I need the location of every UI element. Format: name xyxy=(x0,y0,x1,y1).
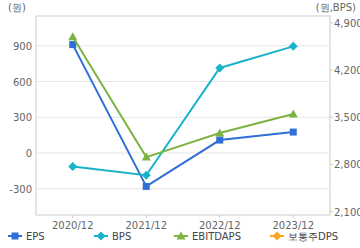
y-tick-label: 600 xyxy=(13,77,32,88)
y2-tick-label: 3,500 xyxy=(334,112,360,123)
series-line xyxy=(73,46,294,175)
legend-marker xyxy=(273,232,282,241)
y2-tick xyxy=(330,211,333,212)
grid-line xyxy=(36,188,330,189)
plot-frame xyxy=(36,16,330,215)
data-point xyxy=(289,42,298,51)
legend-label: BPS xyxy=(112,231,131,242)
y-tick-label: -300 xyxy=(9,184,32,195)
y2-tick-label: 2,800 xyxy=(334,159,360,170)
x-tick xyxy=(293,215,294,218)
x-tick-label: 2021/12 xyxy=(125,220,167,231)
series-line xyxy=(73,45,294,187)
grid-line xyxy=(36,81,330,82)
y2-tick xyxy=(330,69,333,70)
chart: -300 0 300 600 900 2,100 2,800 3,500 4,200 4,900 2… xyxy=(0,0,360,248)
x-tick-label: 2023/12 xyxy=(272,220,314,231)
y2-tick xyxy=(330,164,333,165)
x-tick xyxy=(219,215,220,218)
y-tick-label: 300 xyxy=(13,112,32,123)
legend-marker xyxy=(97,232,106,241)
y2-tick xyxy=(330,22,333,23)
y2-tick-label: 4,900 xyxy=(334,18,360,29)
data-point xyxy=(68,162,77,171)
y2-axis-title: (원,BPS) xyxy=(316,2,356,13)
data-point xyxy=(215,63,224,72)
data-point xyxy=(215,129,224,137)
legend-marker xyxy=(12,233,19,240)
y2-tick xyxy=(330,117,333,118)
x-tick xyxy=(146,215,147,218)
legend-label: EPS xyxy=(26,231,45,242)
data-point xyxy=(142,171,151,180)
y2-tick-label: 2,100 xyxy=(334,207,360,218)
data-point xyxy=(290,129,297,136)
grid-line xyxy=(36,45,330,46)
data-point xyxy=(216,137,223,144)
x-tick xyxy=(72,215,73,218)
series-line xyxy=(73,37,294,157)
y-tick-label: 900 xyxy=(13,41,32,52)
data-point xyxy=(289,110,298,118)
legend-label: 보통주DPS xyxy=(288,231,338,242)
data-point xyxy=(143,183,150,190)
grid-line xyxy=(36,153,330,154)
legend-label: EBITDAPS xyxy=(192,231,241,242)
data-point xyxy=(68,32,77,40)
y-axis-title: (원) xyxy=(8,2,26,13)
y-tick-label: 0 xyxy=(26,148,32,159)
plot-area xyxy=(68,32,298,190)
y2-tick-label: 4,200 xyxy=(334,65,360,76)
data-point xyxy=(142,153,151,161)
legend-marker xyxy=(177,232,186,240)
x-tick-label: 2022/12 xyxy=(199,220,241,231)
x-tick-label: 2020/12 xyxy=(52,220,94,231)
